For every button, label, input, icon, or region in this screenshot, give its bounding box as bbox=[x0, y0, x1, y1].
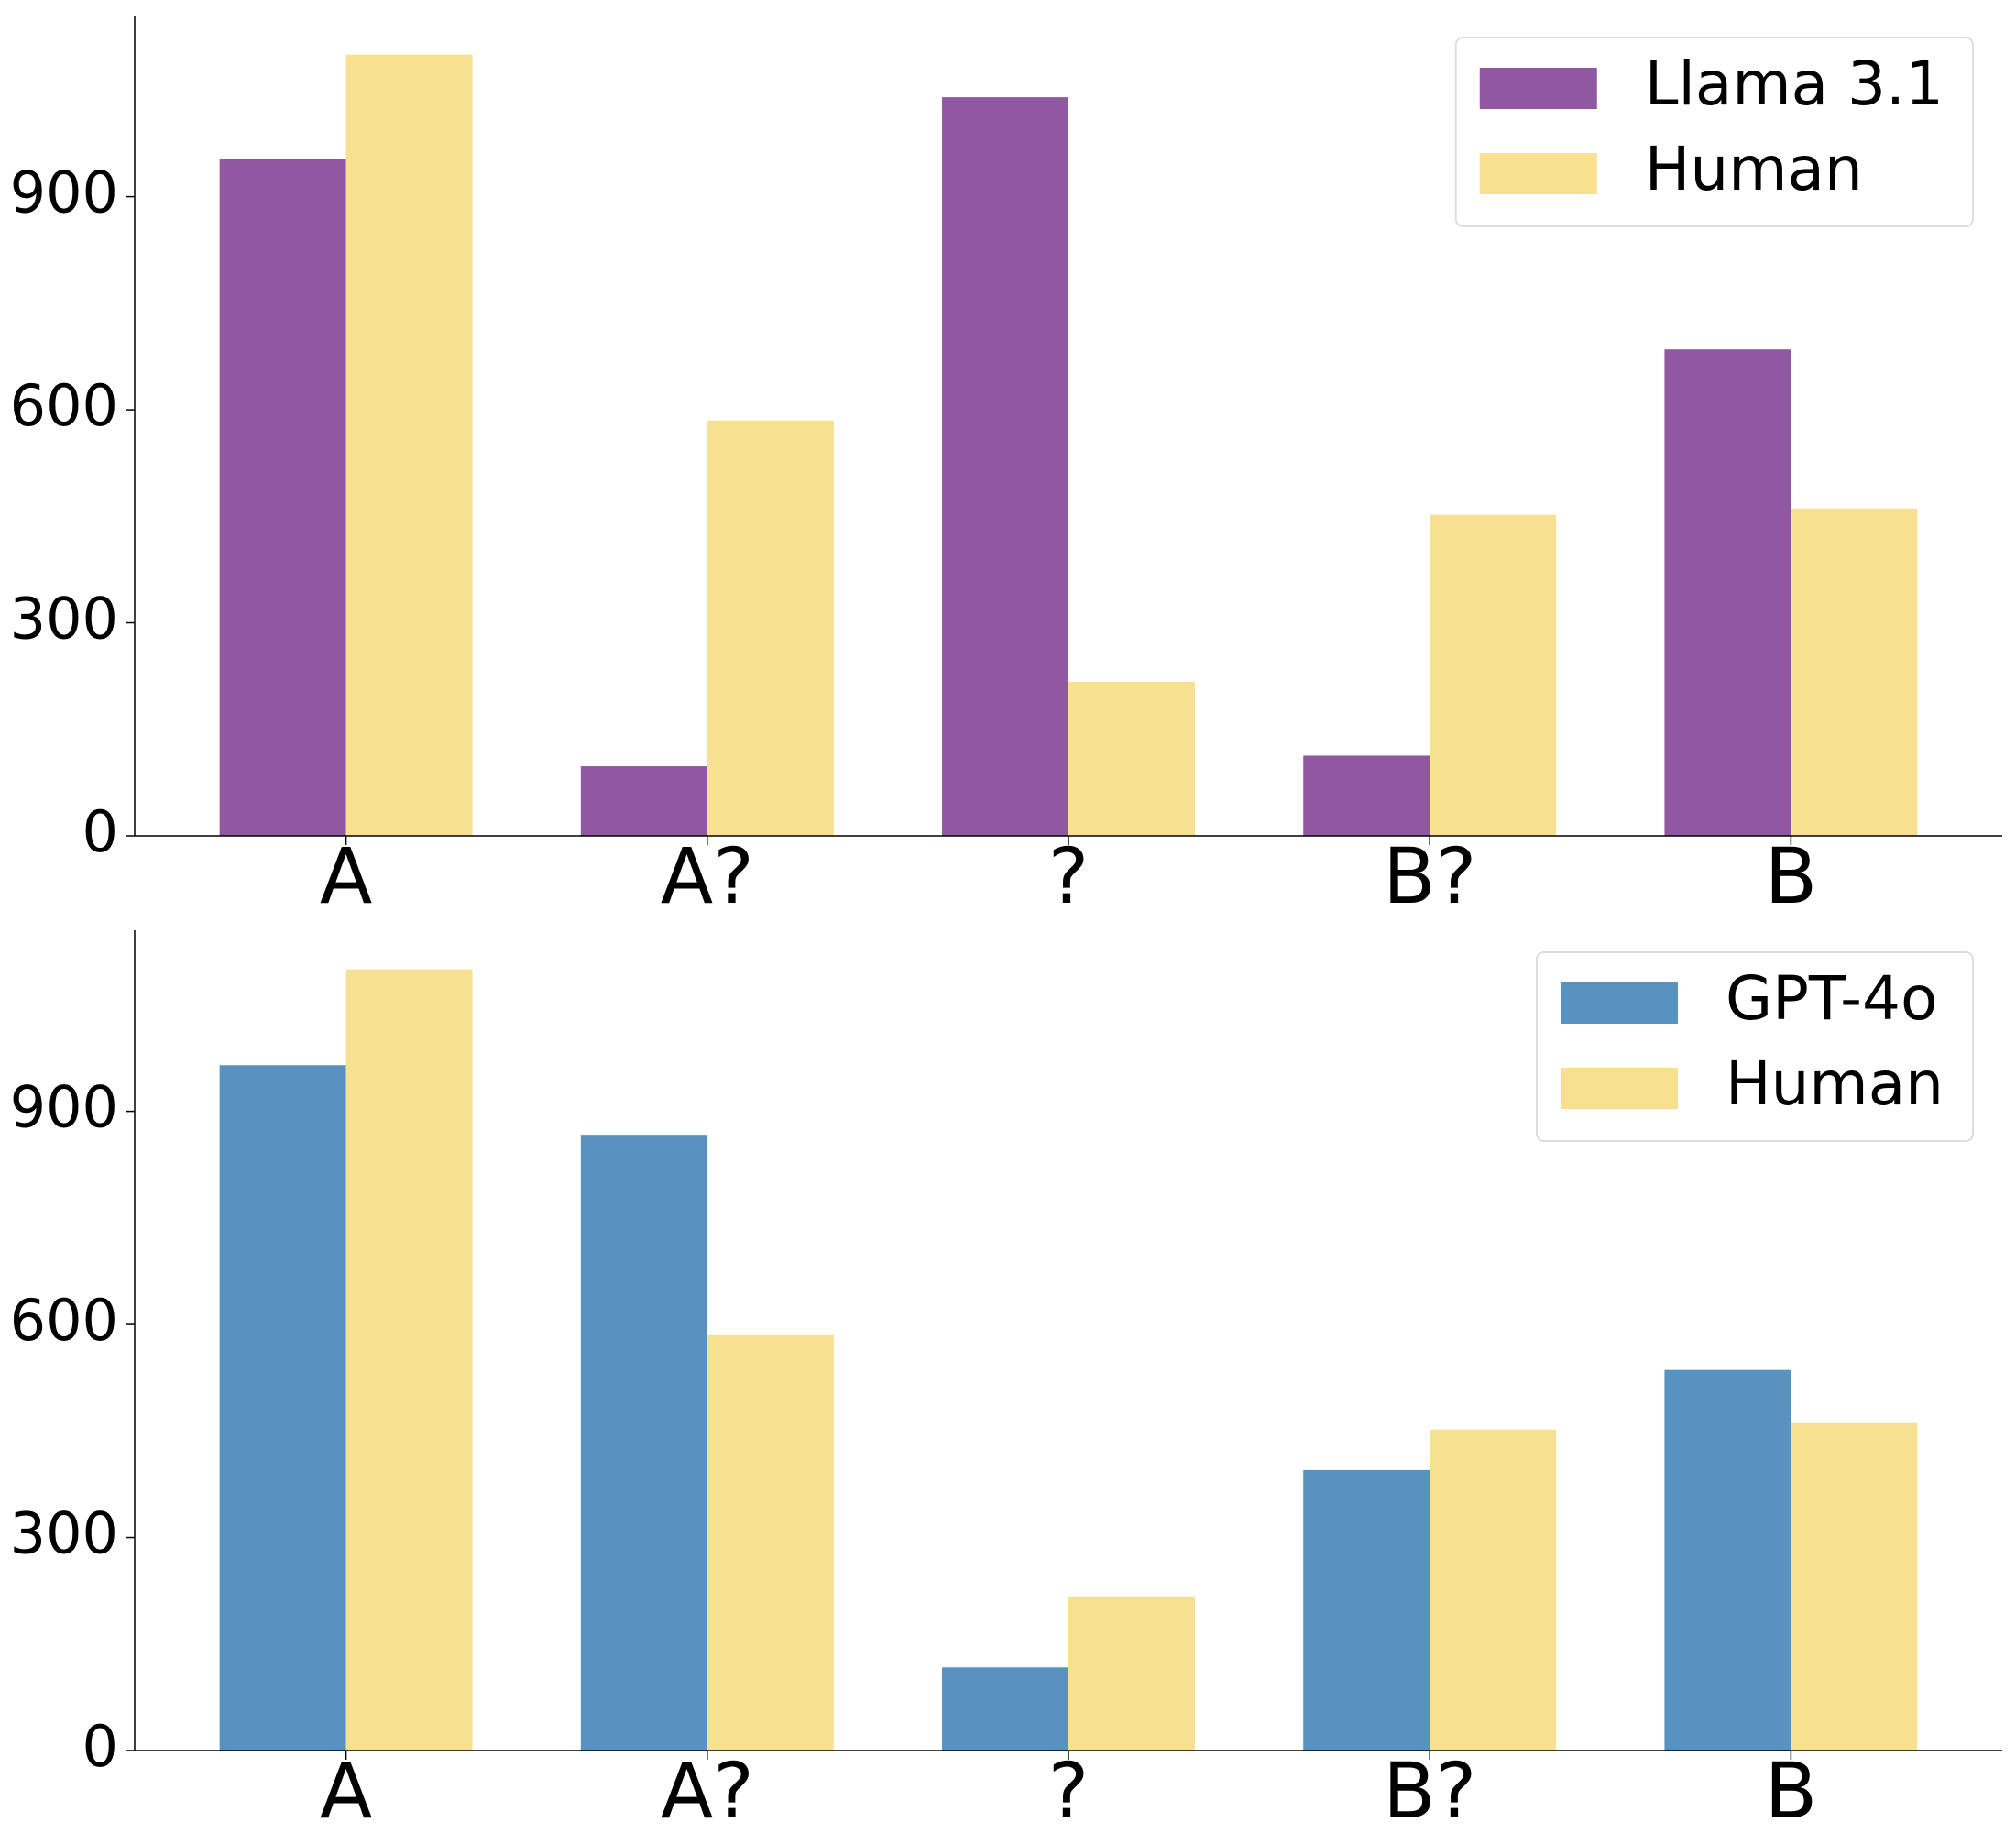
legend-swatch bbox=[1560, 1068, 1678, 1109]
y-tick-label: 300 bbox=[10, 586, 118, 653]
legend-label: Llama 3.1 bbox=[1645, 49, 1944, 119]
y-tick-label: 900 bbox=[10, 1074, 118, 1141]
bar bbox=[1664, 1369, 1791, 1751]
x-tick-label: A? bbox=[661, 831, 754, 921]
bar bbox=[1430, 514, 1557, 836]
bar bbox=[1430, 1429, 1557, 1751]
bar bbox=[1791, 1422, 1918, 1751]
bar bbox=[345, 54, 473, 837]
y-tick-label: 0 bbox=[82, 1713, 118, 1780]
legend-swatch bbox=[1560, 982, 1678, 1024]
bar bbox=[1303, 755, 1430, 836]
bar bbox=[1791, 508, 1918, 836]
y-tick-label: 600 bbox=[10, 1287, 118, 1354]
bar bbox=[1303, 1469, 1430, 1751]
legend-swatch bbox=[1479, 68, 1597, 109]
y-tick-label: 600 bbox=[10, 372, 118, 439]
x-tick-label: B bbox=[1765, 831, 1818, 921]
x-tick-label: B? bbox=[1383, 1746, 1476, 1833]
x-tick-label: ? bbox=[1048, 1746, 1090, 1833]
bar bbox=[942, 97, 1068, 837]
legend-swatch bbox=[1479, 153, 1597, 194]
legend: Llama 3.1 Human bbox=[1454, 37, 1974, 227]
y-tick-label: 900 bbox=[10, 159, 118, 226]
bar bbox=[1068, 1596, 1195, 1751]
legend-label: GPT-4o bbox=[1726, 963, 1937, 1034]
legend-label: Human bbox=[1726, 1048, 1944, 1119]
y-tick-label: 300 bbox=[10, 1500, 118, 1567]
bar bbox=[580, 766, 707, 836]
bar bbox=[1068, 681, 1195, 836]
x-tick-label: A bbox=[320, 1746, 372, 1833]
legend-label: Human bbox=[1645, 134, 1863, 204]
bar bbox=[707, 1334, 834, 1751]
x-tick-label: B bbox=[1765, 1746, 1818, 1833]
bar bbox=[1664, 349, 1791, 837]
bar bbox=[219, 159, 346, 836]
bar bbox=[345, 969, 473, 1751]
bar bbox=[580, 1135, 707, 1751]
bar bbox=[219, 1065, 346, 1751]
x-tick-label: A bbox=[320, 831, 372, 921]
legend: GPT-4o Human bbox=[1535, 951, 1974, 1142]
x-tick-label: B? bbox=[1383, 831, 1476, 921]
bar bbox=[707, 420, 834, 836]
x-tick-label: ? bbox=[1048, 831, 1090, 921]
x-tick-label: A? bbox=[661, 1746, 754, 1833]
y-tick-label: 0 bbox=[82, 798, 118, 865]
bar bbox=[942, 1667, 1068, 1751]
